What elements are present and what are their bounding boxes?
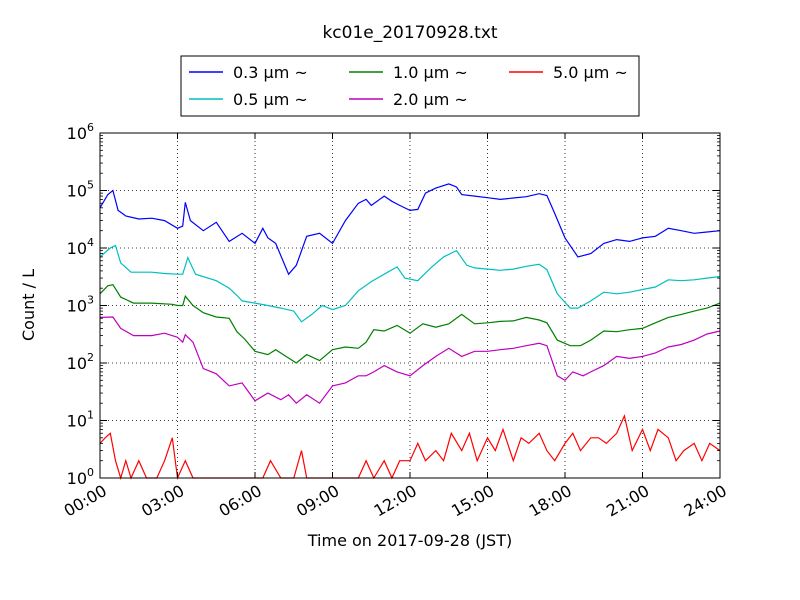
legend: 0.3 μm ~ 0.5 μm ~ 1.0 μm ~ 2.0 μm ~ 5.0 μm ~ — [180, 55, 640, 117]
series-line-4 — [99, 316, 721, 405]
series-line-2 — [99, 244, 721, 323]
chart-title: kc01e_20170928.txt — [322, 23, 497, 43]
x-tick-labels: 00:00 03:00 06:00 09:00 12:00 15:00 18:00 21:00… — [61, 481, 730, 521]
x-tick-label: 09:00 — [293, 481, 342, 521]
x-tick-label: 03:00 — [138, 481, 187, 521]
legend-box — [180, 55, 640, 117]
x-tick-label: 12:00 — [371, 481, 420, 521]
legend-label-2: 0.5 μm ~ — [233, 90, 308, 109]
series-line-3 — [99, 284, 721, 364]
grid — [100, 133, 720, 478]
x-tick-label: 15:00 — [448, 481, 497, 521]
x-tick-label: 06:00 — [216, 481, 265, 521]
legend-label-4: 2.0 μm ~ — [393, 90, 468, 109]
legend-label-3: 1.0 μm ~ — [393, 63, 468, 82]
series-group — [99, 183, 721, 481]
series-line-1 — [99, 183, 721, 276]
x-tick-label: 24:00 — [681, 481, 730, 521]
series-line-5 — [99, 413, 721, 481]
y-tick-label: 101 — [67, 409, 94, 431]
legend-label-1: 0.3 μm ~ — [233, 63, 308, 82]
y-tick-label: 105 — [67, 179, 94, 201]
y-tick-label: 106 — [67, 121, 94, 143]
y-tick-label: 102 — [67, 351, 94, 373]
y-axis-label: Count / L — [19, 269, 38, 341]
x-tick-label: 18:00 — [526, 481, 575, 521]
y-tick-labels: 100 101 102 103 104 105 106 — [67, 121, 94, 488]
x-axis-label: Time on 2017-09-28 (JST) — [307, 531, 512, 550]
axis-ticks — [99, 132, 721, 479]
y-tick-label: 103 — [67, 294, 94, 316]
legend-label-5: 5.0 μm ~ — [553, 63, 628, 82]
x-tick-label: 21:00 — [603, 481, 652, 521]
y-tick-label: 104 — [67, 236, 94, 258]
y-tick-label: 100 — [67, 466, 94, 488]
